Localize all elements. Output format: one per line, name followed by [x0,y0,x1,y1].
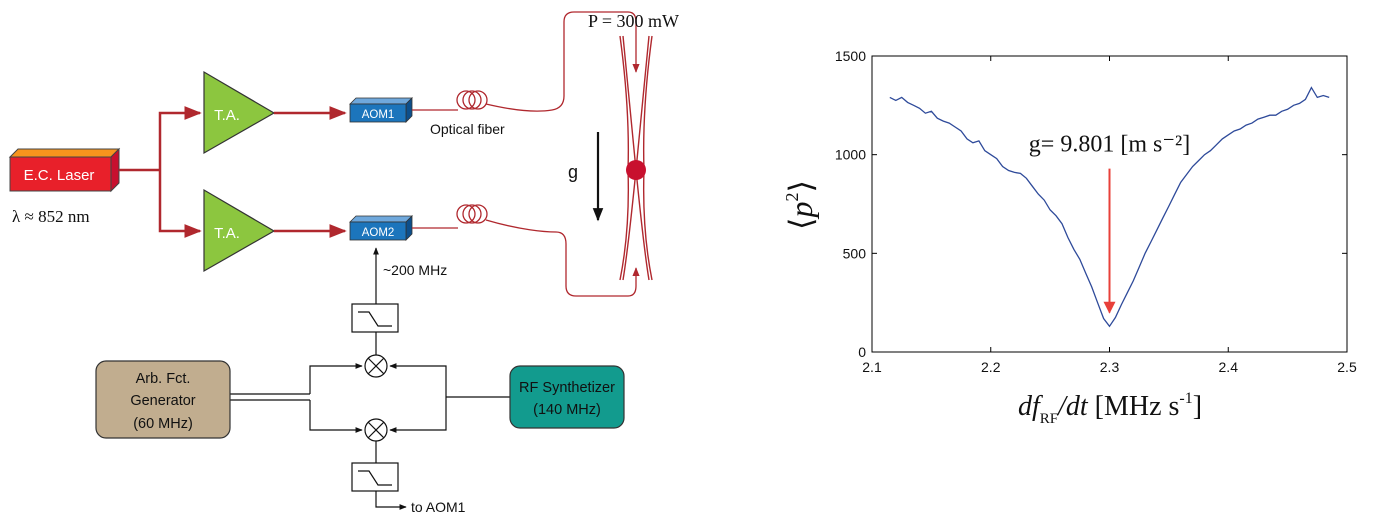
aom2: AOM2 [349,215,413,241]
laser-source: E.C. Laser [8,147,121,193]
gravity-label: g [568,162,578,182]
y-tick-label: 500 [843,245,867,261]
series-line [889,86,1330,328]
arb-generator-line3: (60 MHz) [133,416,193,432]
fiber-label: Optical fiber [430,121,505,137]
amplifier-1: T.A. [203,70,276,155]
beam-split [119,106,202,238]
amplifier-2: T.A. [203,188,276,273]
aom2-label: AOM2 [362,227,395,239]
amplifier-1-label: T.A. [214,107,240,124]
fiber-lower [412,204,640,297]
rf-frequency-label: ~200 MHz [383,262,447,278]
y-tick-label: 1500 [835,48,866,64]
amplifier-2-label: T.A. [214,225,240,242]
rf-chain [230,247,510,510]
aom1-label: AOM1 [362,109,395,121]
fiber-upper [412,11,640,112]
aom1: AOM1 [349,97,413,123]
rf-synthesizer-line1: RF Synthetizer [519,380,615,396]
amp-to-aom-beams [274,106,347,238]
rf-synthesizer: RF Synthetizer (140 MHz) [509,365,625,429]
x-tick-label: 2.1 [862,359,882,375]
y-axis-label: ⟨p2⟩ [782,180,819,230]
y-tick-label: 0 [858,344,866,360]
arb-generator-line2: Generator [130,393,195,409]
power-label: P = 300 mW [588,11,679,31]
x-tick-label: 2.3 [1100,359,1120,375]
dipole-trap [619,35,653,281]
g-annotation: g= 9.801 [m s⁻²] [1029,132,1190,314]
x-tick-label: 2.5 [1337,359,1357,375]
x-axis-label: dfRF/dt [MHz s-1] [1018,390,1202,427]
arb-generator-line1: Arb. Fct. [136,371,191,387]
tick-labels: 2.1 2.2 2.3 2.4 2.5 0 500 1000 1500 [835,48,1357,375]
y-tick-label: 1000 [835,147,866,163]
wavelength-label: λ ≈ 852 nm [12,207,90,226]
laser-label: E.C. Laser [24,167,95,184]
rf-synthesizer-line2: (140 MHz) [533,402,601,418]
to-aom1-label: to AOM1 [411,499,466,514]
setup-diagram: E.C. Laser λ ≈ 852 nm T.A. T.A. AO [8,11,679,514]
annotation-text: g= 9.801 [m s⁻²] [1029,132,1190,158]
chart: 2.1 2.2 2.3 2.4 2.5 0 500 1000 1500 g= 9.801 [m … [782,48,1357,427]
x-tick-label: 2.2 [981,359,1001,375]
axis-ticks [871,55,1348,353]
arb-function-generator: Arb. Fct. Generator (60 MHz) [95,360,231,439]
x-tick-label: 2.4 [1219,359,1239,375]
atom-cloud [626,160,646,180]
